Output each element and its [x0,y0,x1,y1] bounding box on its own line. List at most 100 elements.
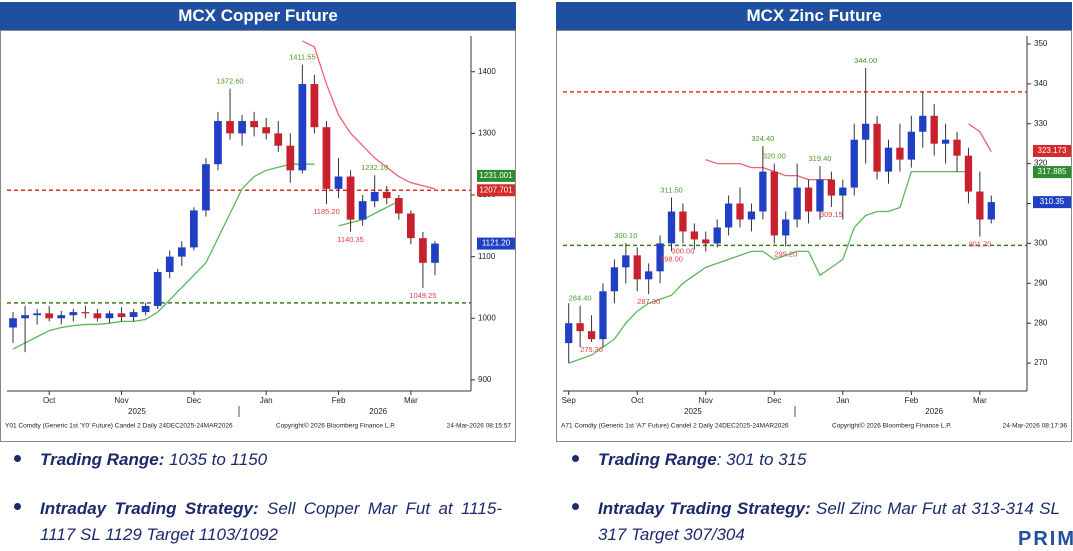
candle-body [919,115,927,132]
price-tag-label: 317.885 [1038,167,1067,176]
x-tick-label: Dec [187,396,201,405]
candle-body [645,271,653,280]
candle-body [873,123,881,172]
note-label: Trading Range: [40,450,165,469]
candle-body [827,179,836,196]
timestamp: 24-Mar-2026 08:17:36 [1003,423,1068,430]
note-label: Intraday Trading Strategy: [40,499,259,518]
y-tick-label: 1000 [478,313,496,322]
y-tick-label: 900 [478,375,492,384]
candle-body [587,331,596,340]
candle-body [759,171,767,212]
annotation: 301.70 [968,240,991,249]
candle-body [896,147,904,160]
price-tag-label: 1231.001 [479,171,513,180]
annotation: 300.00 [671,246,694,255]
annotation: 1185.20 [313,207,340,216]
candle-body [793,187,801,220]
x-tick-label: Oct [43,396,56,405]
annotation: 324.40 [751,134,774,143]
candle-body [250,121,258,128]
source: A71 Comdty (Generic 1st 'A7' Future) Can… [561,423,789,430]
candle-body [214,121,222,165]
x-tick-label: Oct [631,396,644,405]
candle-body [953,139,961,156]
candle-body [976,191,984,220]
candle-body [394,198,403,214]
candle-body [33,313,41,316]
x-tick-label: Nov [114,396,128,405]
candle-body [839,187,847,196]
y-tick-label: 340 [1034,79,1048,88]
price-tag [477,184,515,197]
candle-body [770,171,778,236]
note: Intraday Trading Strategy: Sell Copper M… [40,496,502,548]
price-tag [1033,144,1071,157]
note-text: Sell Zinc Mar Fut at 313-314 SL 317 Targ… [598,499,1060,544]
candle-body [407,213,415,239]
candle-body [346,176,355,220]
candle-body [713,227,721,244]
note-text: 1035 to 1150 [164,450,268,469]
price-tag-label: 1207.701 [479,185,513,194]
chart-title: MCX Copper Future [0,2,516,30]
candle-body [679,211,687,232]
candle-body [941,139,950,144]
candle-body [81,312,90,314]
y-tick-label: 280 [1034,318,1048,327]
annotation: 344.00 [854,56,877,65]
candle-body [358,201,367,220]
chart-title: MCX Zinc Future [556,2,1072,30]
price-tag [477,237,515,250]
annotation: 1372.60 [216,77,243,86]
price-tag-label: 310.35 [1040,197,1065,206]
year-label: 2025 [684,407,702,416]
timestamp: 24-Mar-2026 08:15:57 [447,423,512,430]
candle-body [93,313,102,319]
note: Intraday Trading Strategy: Sell Zinc Mar… [598,496,1060,548]
x-tick-label: Jan [260,396,273,405]
annotation: 298.00 [660,254,683,263]
candle-body [69,312,78,316]
bullet [14,503,21,510]
annotation: 320.00 [763,152,786,161]
y-tick-label: 1300 [478,128,496,137]
candle-body [202,164,210,211]
candle-body [690,231,698,240]
candle-body [310,84,319,128]
indicator-line [705,123,992,181]
candle-body [21,315,29,319]
candle-body [177,247,186,257]
bullet [572,503,579,510]
candle-body [633,255,641,280]
candle-body [165,256,174,273]
candle-body [907,131,915,160]
candle-body [622,255,630,268]
candle-body [656,243,664,272]
chart: 90010001100120013001400OctNovDecJanFebMa… [0,30,516,442]
annotation: 300.10 [614,231,637,240]
note: Trading Range: 301 to 315 [598,447,1060,473]
year-label: 2025 [128,407,146,416]
y-tick-label: 330 [1034,119,1048,128]
x-tick-label: Sep [562,396,577,405]
annotation: 1140.35 [337,235,364,244]
candle-body [736,203,744,220]
y-tick-label: 350 [1034,39,1048,48]
y-tick-label: 270 [1034,358,1048,367]
candle-body [322,127,331,189]
candle-body [987,202,995,220]
candle-body [262,127,271,134]
price-tag [1033,166,1071,179]
candle-body [129,312,138,318]
candle-body [724,203,733,228]
candle-body [334,176,343,189]
x-tick-label: Feb [332,396,346,405]
y-tick-label: 320 [1034,159,1048,168]
note-label: Intraday Trading Strategy: [598,499,811,518]
indicator-line [12,163,400,350]
price-tag [477,169,515,182]
copper-panel: MCX Copper Future 9001000110012001300140… [0,2,516,442]
note-label: Trading Range [598,450,717,469]
